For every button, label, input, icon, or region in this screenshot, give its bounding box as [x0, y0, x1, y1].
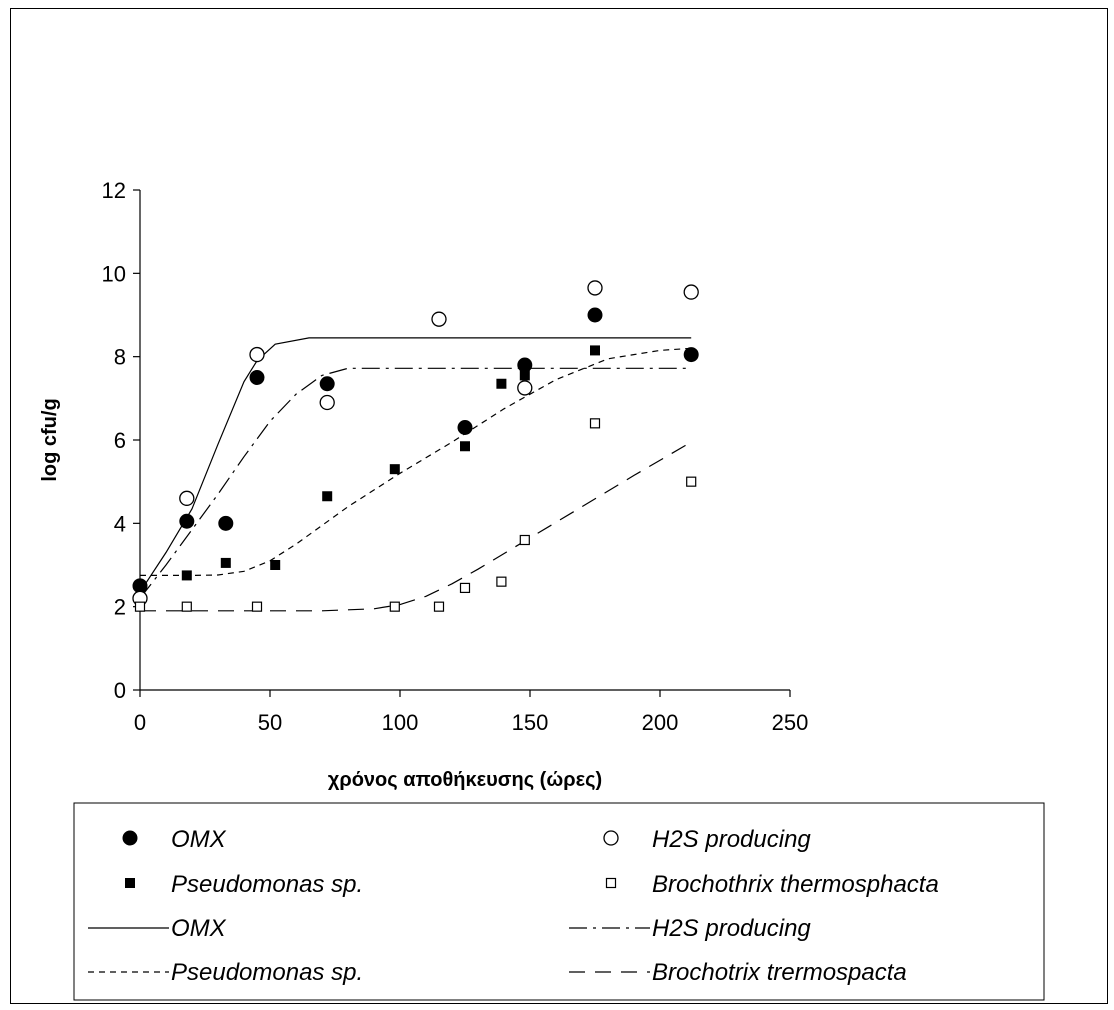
data-point-series-0: [218, 515, 234, 531]
legend: OMX H2S producing Pseudomonas sp. Brochothr…: [73, 802, 1045, 1001]
fit-line-1: [139, 367, 692, 599]
data-point-series-3: [433, 601, 445, 612]
x-tick-label: 0: [134, 710, 146, 735]
data-point-series-2: [389, 464, 400, 475]
x-tick-label: 200: [642, 710, 679, 735]
y-tick-label: 12: [102, 178, 126, 203]
fit-line-2: [140, 347, 692, 576]
data-point-series-2: [220, 557, 231, 568]
chart-frame: 0 2 4 6 8 10 12 0 50 100 150 200 250 χρόνος αποθήκευ…: [10, 8, 1108, 1004]
data-point-series-1: [319, 394, 335, 411]
legend-label: H2S producing: [652, 826, 811, 853]
data-point-series-1: [431, 311, 447, 327]
legend-label: Pseudomonas sp.: [171, 871, 363, 898]
data-point-series-3: [459, 582, 471, 594]
data-point-series-1: [517, 380, 533, 396]
legend-marker: [125, 878, 135, 888]
data-point-series-3: [496, 576, 507, 587]
data-point-series-0: [249, 370, 265, 385]
x-axis-label: χρόνος αποθήκευσης (ώρες): [328, 769, 602, 791]
fit-line-3: [140, 441, 692, 612]
data-point-series-2: [686, 349, 697, 360]
y-tick-label: 8: [114, 345, 126, 370]
legend-item: H2S producing: [603, 826, 811, 853]
legend-marker: [122, 830, 138, 846]
data-point-series-3: [251, 601, 263, 612]
data-point-series-3: [519, 534, 530, 546]
y-axis-label: log cfu/g: [39, 398, 61, 481]
data-point-series-3: [589, 418, 601, 429]
x-tick-label: 250: [772, 710, 809, 735]
legend-marker: [603, 830, 619, 846]
y-tick-label: 4: [114, 511, 126, 536]
legend-item: OMX: [88, 915, 227, 942]
data-point-series-1: [587, 280, 603, 296]
data-point-series-3: [389, 601, 400, 612]
chart-svg: 0 2 4 6 8 10 12 0 50 100 150 200 250 χρόνος αποθήκευ…: [10, 8, 1108, 1004]
y-tick-label: 10: [102, 261, 126, 286]
data-point-series-2: [181, 570, 192, 581]
data-point-series-2: [460, 441, 470, 452]
data-point-series-3: [134, 601, 146, 612]
legend-box: [73, 802, 1045, 1001]
x-tick-label: 150: [512, 710, 549, 735]
legend-item: Pseudomonas sp.: [125, 871, 363, 898]
legend-item: Brochothrix thermosphacta: [605, 871, 939, 898]
legend-label: Brochotrix trermospacta: [652, 959, 907, 986]
data-point-series-0: [179, 513, 195, 529]
y-tick-label: 0: [114, 678, 126, 703]
legend-marker: [605, 877, 617, 889]
legend-item: H2S producing: [569, 915, 811, 942]
legend-item: Pseudomonas sp.: [88, 959, 363, 986]
legend-item: OMX: [122, 826, 227, 853]
legend-item: Brochotrix trermospacta: [569, 959, 907, 986]
legend-label: Pseudomonas sp.: [171, 959, 363, 986]
data-point-series-0: [517, 357, 533, 373]
plot-area: 0 2 4 6 8 10 12 0 50 100 150 200 250: [102, 178, 809, 735]
data-point-series-1: [249, 346, 265, 363]
legend-label: H2S producing: [652, 915, 811, 942]
data-point-series-2: [322, 491, 333, 502]
data-point-series-1: [683, 284, 699, 300]
data-point-series-1: [179, 490, 195, 506]
y-tick-label: 6: [114, 428, 126, 453]
data-point-series-2: [135, 580, 145, 591]
y-tick-label: 2: [114, 595, 126, 620]
data-point-series-3: [686, 476, 697, 487]
x-tick-label: 100: [382, 710, 419, 735]
x-tick-label: 50: [258, 710, 282, 735]
data-point-series-2: [519, 370, 530, 381]
legend-label: OMX: [171, 826, 227, 853]
data-point-series-2: [496, 378, 507, 389]
data-point-series-2: [590, 345, 600, 356]
legend-label: OMX: [171, 915, 227, 942]
legend-label: Brochothrix thermosphacta: [652, 871, 939, 898]
data-point-series-3: [181, 601, 192, 612]
data-point-series-0: [587, 307, 603, 323]
data-point-series-0: [319, 376, 335, 392]
data-point-series-2: [270, 560, 281, 570]
data-point-series-0: [457, 420, 473, 435]
